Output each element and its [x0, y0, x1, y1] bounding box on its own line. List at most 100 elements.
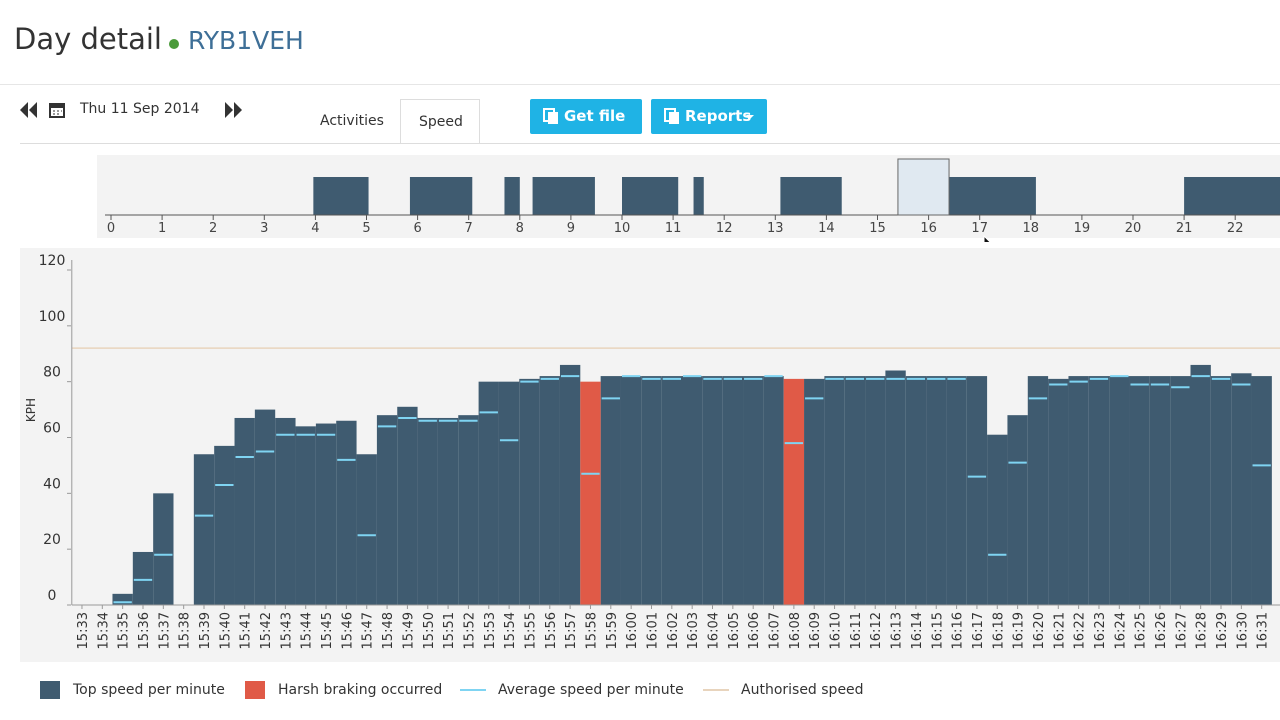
overview-tick-label: 15: [869, 221, 886, 236]
divider: [0, 84, 1280, 85]
x-tick-label: 15:59: [605, 612, 620, 649]
overview-tick-label: 18: [1023, 221, 1040, 236]
bar: [478, 381, 499, 605]
bar: [1088, 376, 1110, 605]
bar: [1251, 376, 1272, 605]
legend-label: Authorised speed: [741, 682, 864, 698]
bar: [498, 381, 520, 605]
x-tick-label: 16:10: [829, 612, 844, 649]
legend-label: Top speed per minute: [73, 682, 225, 698]
legend-swatch: [245, 681, 265, 699]
x-tick-label: 16:11: [849, 612, 864, 649]
activity-segment: [622, 177, 679, 215]
bar: [641, 376, 662, 605]
overview-tick-label: 14: [818, 221, 835, 236]
x-tick-label: 15:37: [157, 612, 172, 649]
bar: [824, 376, 845, 605]
x-tick-label: 15:57: [564, 612, 579, 649]
overview-tick-label: 21: [1176, 221, 1193, 236]
overview-tick-label: 2: [209, 221, 217, 236]
bar: [234, 417, 255, 605]
file-icon: [543, 108, 558, 124]
x-tick-label: 15:55: [523, 612, 538, 649]
x-tick-label: 15:48: [381, 612, 396, 649]
bar: [437, 417, 459, 605]
bar: [275, 417, 296, 605]
x-tick-label: 16:04: [707, 612, 722, 649]
calendar-icon[interactable]: [48, 101, 66, 119]
x-tick-label: 15:44: [300, 612, 315, 649]
tab[interactable]: Activities: [320, 113, 384, 129]
bar: [1129, 376, 1150, 605]
overview-tick-label: 17: [971, 221, 988, 236]
bar: [905, 376, 927, 605]
get-file-button[interactable]: Get file: [530, 99, 642, 134]
y-tick-label: 60: [43, 421, 61, 437]
overview-tick-label: 13: [767, 221, 784, 236]
x-tick-label: 16:23: [1093, 612, 1108, 649]
x-tick-label: 16:14: [910, 612, 925, 649]
bar: [376, 415, 398, 605]
activity-segment: [504, 177, 520, 215]
overview-tick-label: 12: [716, 221, 733, 236]
x-tick-label: 15:40: [218, 612, 233, 649]
x-tick-label: 16:05: [727, 612, 742, 649]
x-tick-label: 16:28: [1195, 612, 1210, 649]
activity-segment: [949, 177, 1036, 215]
x-tick-label: 15:58: [584, 612, 599, 649]
bar: [620, 376, 642, 605]
bar: [458, 415, 479, 605]
bar: [559, 364, 581, 605]
legend-label: Average speed per minute: [498, 682, 684, 698]
bar: [966, 376, 988, 605]
bar: [519, 378, 540, 605]
x-tick-label: 16:13: [890, 612, 905, 649]
activity-segment: [409, 177, 473, 215]
overview-tick-label: 11: [665, 221, 682, 236]
bar: [1210, 376, 1232, 605]
bar: [722, 376, 744, 605]
x-tick-label: 15:43: [279, 612, 294, 649]
x-tick-label: 15:49: [401, 612, 416, 649]
legend-swatch: [703, 689, 729, 691]
overview-tick-label: 9: [567, 221, 575, 236]
activity-segment: [693, 177, 704, 215]
x-tick-label: 15:54: [503, 612, 518, 649]
activity-segment: [532, 177, 595, 215]
bar: [1149, 376, 1171, 605]
speed-chart: 0 20 40 60 80 100 120 KPH 15:33 15:34 15:35 15:36 15…: [20, 248, 1280, 662]
overview-chart[interactable]: 0 1 2 3 4 5 6 7 8 9 10 11 12 13 14 15 16 17 18 19 20 21 22: [0, 150, 1280, 242]
bar: [1048, 378, 1069, 605]
y-tick-label: 120: [39, 253, 66, 269]
x-tick-label: 15:45: [320, 612, 335, 649]
x-tick-label: 15:34: [96, 612, 111, 649]
bar: [193, 454, 215, 605]
button-label: Get file: [564, 107, 626, 125]
bar: [336, 420, 357, 605]
date-label: Thu 11 Sep 2014: [80, 101, 200, 117]
bar: [702, 376, 723, 605]
x-tick-label: 16:00: [625, 612, 640, 649]
tab-active[interactable]: Speed: [400, 99, 480, 144]
overview-tick-label: 22: [1227, 221, 1244, 236]
x-tick-label: 16:02: [666, 612, 681, 649]
x-tick-label: 16:09: [808, 612, 823, 649]
tab-line: [20, 143, 1280, 144]
vehicle-link[interactable]: RYB1VEH: [188, 26, 304, 55]
legend-label: Harsh braking occurred: [278, 682, 443, 698]
bar: [295, 426, 316, 605]
x-tick-label: 16:26: [1154, 612, 1169, 649]
y-tick-label: 100: [39, 309, 66, 325]
bar: [254, 409, 276, 605]
prev-day[interactable]: [18, 100, 42, 120]
x-tick-label: 15:38: [178, 612, 193, 649]
next-day[interactable]: [222, 100, 246, 120]
bar: [885, 370, 906, 605]
y-axis-label: KPH: [24, 398, 38, 422]
reports-button[interactable]: Reports: [651, 99, 767, 134]
x-tick-label: 15:53: [483, 612, 498, 649]
bar: [397, 406, 418, 605]
bar: [214, 445, 235, 605]
x-tick-label: 16:16: [951, 612, 966, 649]
